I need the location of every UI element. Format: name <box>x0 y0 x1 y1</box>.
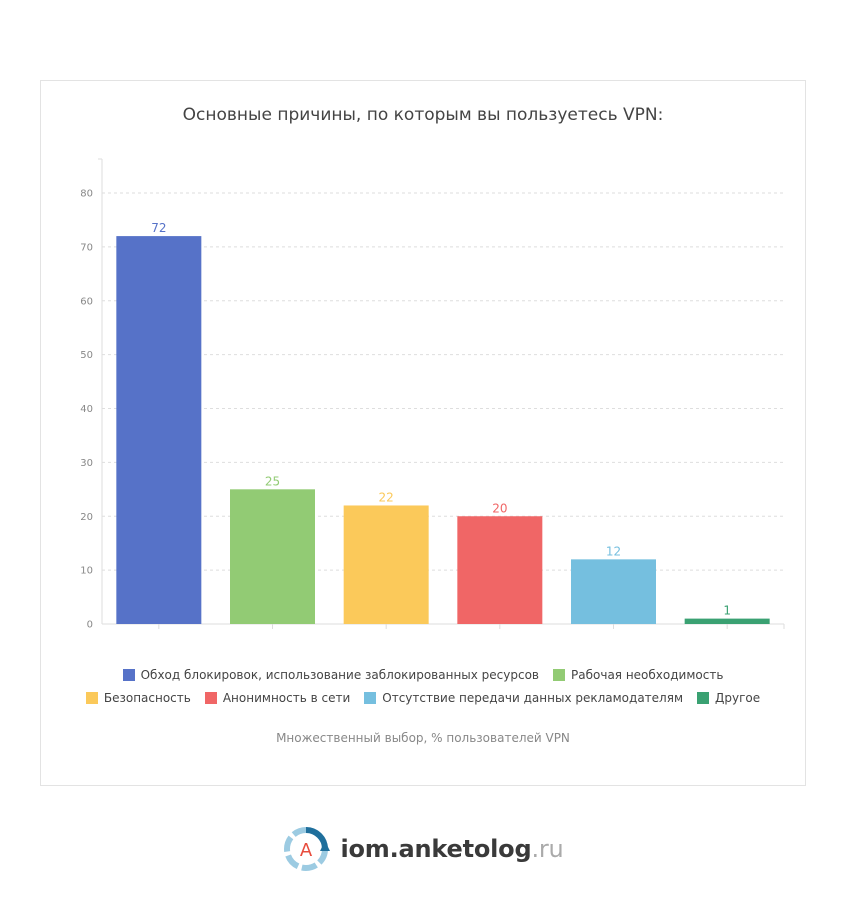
bar <box>230 489 315 624</box>
legend-swatch <box>697 692 709 704</box>
data-label: 20 <box>492 501 507 515</box>
legend-swatch <box>204 692 217 704</box>
data-label: 22 <box>379 490 394 504</box>
data-label: 1 <box>723 604 731 618</box>
y-tick-label: 60 <box>80 296 93 307</box>
y-tick-label: 10 <box>80 566 93 577</box>
site-main: iom.anketolog <box>340 835 532 863</box>
bar <box>571 559 656 624</box>
legend-label: Анонимность в сети <box>222 691 351 705</box>
bar <box>116 236 202 624</box>
bar <box>457 516 543 624</box>
legend-item: Безопасность <box>85 691 191 705</box>
data-label: 72 <box>151 221 166 235</box>
anketolog-logo-icon: A <box>284 827 331 871</box>
bar <box>684 618 770 624</box>
legend-label: Другое <box>715 691 761 705</box>
legend-row-1: Обход блокировок, использование заблокир… <box>41 668 805 682</box>
legend-item: Отсутствие передачи данных рекламодателя… <box>364 691 683 705</box>
legend-label: Безопасность <box>103 691 191 705</box>
legend-swatch <box>553 669 566 681</box>
y-tick-label: 20 <box>80 512 93 523</box>
y-tick-label: 40 <box>80 404 93 415</box>
y-tick-label: 80 <box>80 189 93 200</box>
legend-swatch <box>122 669 135 681</box>
legend-label: Обход блокировок, использование заблокир… <box>140 668 540 682</box>
y-tick-label: 50 <box>80 350 93 361</box>
legend-item: Рабочая необходимость <box>553 668 723 682</box>
y-tick-label: 70 <box>80 242 93 253</box>
logo-letter: A <box>300 840 313 861</box>
legend-row-2: Безопасность Анонимность в сети Отсутствие… <box>41 691 805 705</box>
footer: A iom.anketolog.ru <box>0 826 848 872</box>
legend-item: Анонимность в сети <box>204 691 351 705</box>
chart-title: Основные причины, по которым вы пользует… <box>182 105 664 125</box>
chart-note: Множественный выбор, % пользователей VPN <box>276 731 570 745</box>
data-label: 12 <box>606 544 621 558</box>
bar <box>343 505 429 624</box>
chart-card: Основные причины, по которым вы пользует… <box>40 80 806 786</box>
bar-chart: 0 10 20 30 40 50 60 70 80 72 25 22 20 12 1 <box>80 158 785 631</box>
y-tick-label: 0 <box>87 620 93 631</box>
legend-label: Рабочая необходимость <box>571 668 724 682</box>
legend-swatch <box>364 692 377 704</box>
legend-swatch <box>85 692 98 704</box>
legend-item: Другое <box>697 691 760 705</box>
legend-item: Обход блокировок, использование заблокир… <box>122 668 540 682</box>
legend-label: Отсутствие передачи данных рекламодателя… <box>382 691 683 705</box>
site-name: iom.anketolog.ru <box>340 835 563 863</box>
y-tick-label: 30 <box>80 458 93 469</box>
site-tld: .ru <box>531 835 564 863</box>
data-label: 25 <box>265 474 280 488</box>
